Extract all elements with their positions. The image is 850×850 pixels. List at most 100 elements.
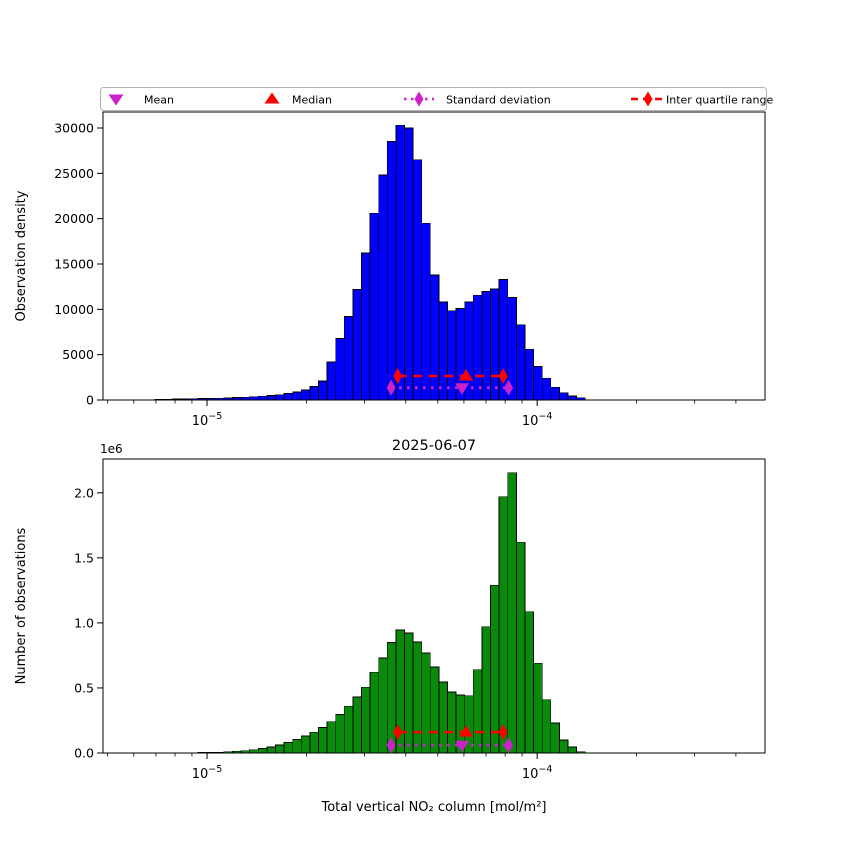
histogram-bar bbox=[326, 361, 337, 401]
histogram-bar bbox=[300, 735, 311, 754]
std-low-diamond-marker bbox=[386, 737, 396, 754]
histogram-bar bbox=[412, 159, 423, 401]
histogram-bar bbox=[300, 389, 311, 401]
legend-label-median: Median bbox=[292, 94, 332, 107]
histogram-bar bbox=[266, 746, 276, 754]
histogram-bar bbox=[283, 393, 294, 401]
histogram-bar bbox=[343, 705, 354, 754]
mean-triangle-down-marker bbox=[454, 740, 469, 753]
histogram-bar bbox=[472, 669, 483, 754]
std-diamond-dotted-icon bbox=[404, 91, 434, 107]
histogram-bar bbox=[257, 748, 268, 754]
histogram-bar bbox=[533, 662, 543, 754]
histogram-bar bbox=[498, 496, 509, 754]
histogram-bar bbox=[386, 642, 397, 754]
y-tick-label: 25000 bbox=[54, 166, 94, 181]
std-low-diamond-marker bbox=[386, 379, 396, 396]
y-tick-label: 10000 bbox=[54, 302, 94, 317]
histogram-bar bbox=[275, 394, 285, 401]
histogram-bar bbox=[481, 626, 491, 754]
histogram-bar bbox=[472, 294, 483, 401]
histogram-bar bbox=[386, 141, 397, 401]
q1-diamond-marker bbox=[393, 724, 403, 741]
histogram-bar bbox=[524, 611, 534, 754]
histogram-bar bbox=[352, 288, 362, 401]
y-tick-label: 0 bbox=[86, 393, 94, 408]
histogram-bar bbox=[309, 385, 319, 401]
histogram-bar bbox=[524, 348, 534, 401]
histogram-bar bbox=[507, 472, 517, 754]
histogram-bar bbox=[352, 696, 362, 754]
legend-label-mean: Mean bbox=[144, 94, 174, 107]
mean-triangle-down-icon bbox=[108, 94, 124, 106]
histogram-bar bbox=[541, 377, 552, 401]
histogram-bar bbox=[309, 731, 319, 754]
y-tick-label: 1.5 bbox=[74, 550, 94, 565]
histogram-bar bbox=[515, 324, 526, 401]
histogram-bar bbox=[541, 699, 552, 754]
histogram-bar bbox=[438, 681, 448, 754]
legend: Mean Median Standard deviation Inter qua… bbox=[100, 87, 773, 111]
histogram-bar bbox=[533, 366, 543, 401]
histogram-bar bbox=[395, 124, 405, 401]
histogram-bar bbox=[404, 127, 414, 401]
histogram-bar bbox=[429, 274, 440, 401]
y-tick-label: 0.5 bbox=[74, 680, 94, 695]
legend-label-iqr: Inter quartile range bbox=[666, 94, 773, 107]
y-tick-label: 15000 bbox=[54, 257, 94, 272]
histogram-bar bbox=[421, 222, 431, 401]
histogram-bar bbox=[361, 686, 371, 754]
histogram-bar bbox=[292, 739, 302, 754]
q3-diamond-marker bbox=[498, 724, 508, 741]
std-high-diamond-marker bbox=[504, 379, 514, 396]
histogram-bar bbox=[567, 395, 577, 401]
median-triangle-up-icon bbox=[264, 92, 280, 104]
q1-diamond-marker bbox=[393, 367, 403, 384]
x-tick-label: 10−4 bbox=[522, 411, 553, 429]
y-tick-label: 30000 bbox=[54, 121, 94, 136]
histogram-bar bbox=[369, 671, 380, 754]
histogram-bar bbox=[257, 395, 268, 401]
bottom-histogram-plot: 0.0 0.5 1.0 1.5 2.0 10−5 10−4 bbox=[74, 458, 766, 782]
histogram-bar bbox=[567, 746, 577, 754]
histogram-bar bbox=[343, 316, 354, 401]
histogram-bar bbox=[378, 657, 388, 754]
histogram-bar bbox=[318, 727, 328, 754]
axes-spines bbox=[102, 458, 766, 754]
histogram-bar bbox=[412, 641, 423, 754]
y-tick-label: 2.0 bbox=[74, 485, 94, 500]
y-tick-label: 20000 bbox=[54, 211, 94, 226]
histogram-bar bbox=[266, 395, 276, 401]
histogram-bar bbox=[429, 666, 440, 754]
histogram-bar bbox=[558, 392, 569, 401]
x-tick-label: 10−5 bbox=[192, 764, 223, 782]
ylabel-bottom: Number of observations bbox=[14, 527, 29, 684]
y-tick-label: 1.0 bbox=[74, 615, 94, 630]
median-triangle-up-marker bbox=[459, 368, 474, 381]
std-high-diamond-marker bbox=[504, 737, 514, 754]
histogram-bar bbox=[283, 742, 294, 754]
histogram-bar bbox=[490, 584, 500, 754]
histogram-bar bbox=[550, 386, 560, 401]
histogram-bar bbox=[515, 541, 526, 754]
histogram-bar bbox=[404, 632, 414, 754]
ylabel-top: Observation density bbox=[14, 190, 29, 321]
histogram-bar bbox=[318, 380, 328, 401]
histogram-bar bbox=[481, 291, 491, 401]
mean-triangle-down-marker bbox=[454, 383, 469, 395]
histogram-bar bbox=[335, 337, 345, 401]
plot-title: 2025-06-07 bbox=[392, 438, 476, 454]
x-tick-label: 10−5 bbox=[192, 411, 223, 429]
median-triangle-up-marker bbox=[459, 725, 474, 737]
histogram-bar bbox=[369, 212, 380, 401]
histogram-bar bbox=[558, 739, 569, 754]
histogram-bar bbox=[378, 174, 388, 401]
iqr-diamond-dashed-icon bbox=[631, 91, 665, 107]
top-histogram-plot: 0 5000 10000 15000 20000 25000 30000 10−5 10−4 bbox=[54, 111, 766, 429]
histogram-bar bbox=[361, 252, 371, 401]
y-tick-label: 5000 bbox=[62, 347, 94, 362]
histogram-bar bbox=[275, 744, 285, 754]
histogram-bar bbox=[326, 721, 337, 754]
